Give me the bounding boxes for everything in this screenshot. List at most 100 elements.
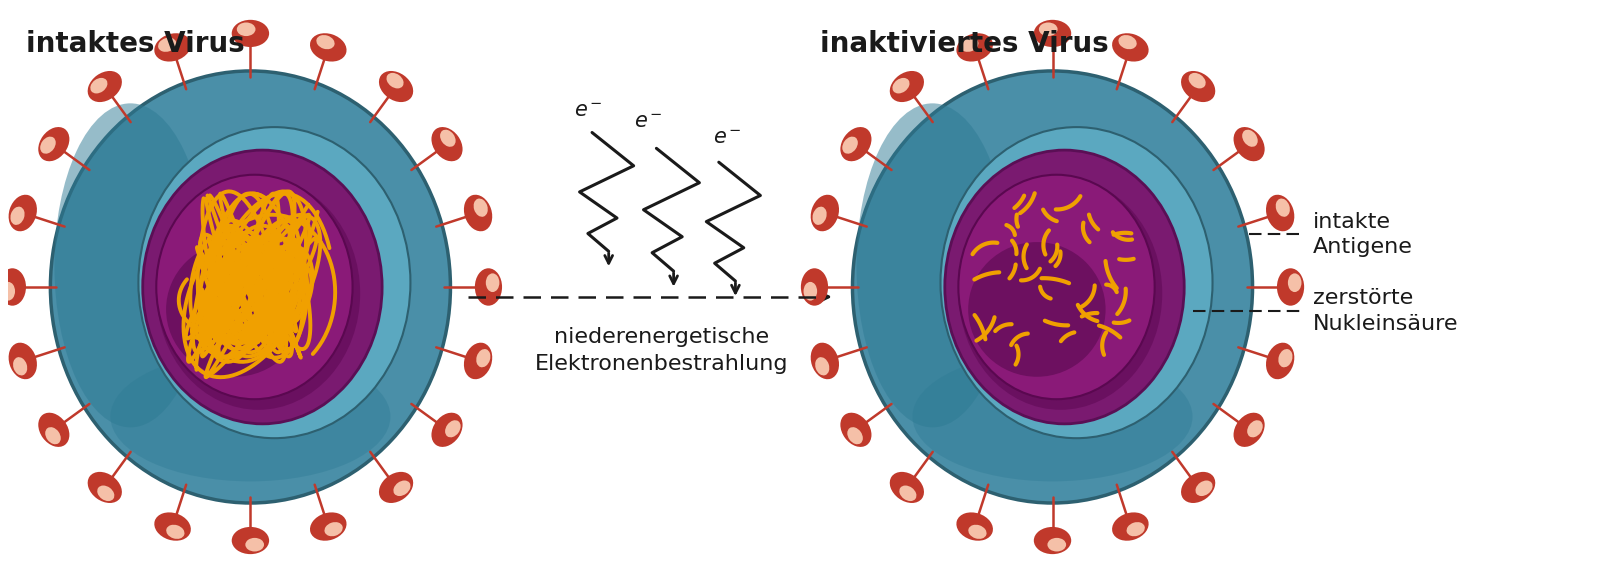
Ellipse shape [166,525,184,539]
Ellipse shape [165,192,355,317]
Ellipse shape [1048,538,1066,551]
Text: zerstörte
Nukleinsäure: zerstörte Nukleinsäure [1314,288,1459,333]
Ellipse shape [941,127,1213,438]
Ellipse shape [440,130,456,147]
Ellipse shape [1195,480,1213,496]
Ellipse shape [893,78,909,93]
Ellipse shape [98,485,114,501]
Ellipse shape [0,268,26,306]
Ellipse shape [310,513,347,541]
Ellipse shape [960,38,979,52]
Ellipse shape [379,472,413,503]
Text: inaktiviertes Virus: inaktiviertes Virus [819,30,1109,57]
Ellipse shape [157,175,352,399]
Ellipse shape [890,71,923,102]
Ellipse shape [957,513,994,541]
Ellipse shape [1112,33,1149,61]
Ellipse shape [1181,71,1216,102]
Ellipse shape [968,242,1106,377]
Ellipse shape [1034,20,1072,47]
Ellipse shape [45,427,61,444]
Ellipse shape [445,420,461,438]
Ellipse shape [842,137,858,154]
Ellipse shape [946,150,1184,424]
Ellipse shape [1246,420,1262,438]
Ellipse shape [803,282,818,300]
Ellipse shape [1277,268,1304,306]
Ellipse shape [1002,241,1059,297]
Ellipse shape [912,352,1192,481]
Ellipse shape [54,104,206,427]
Ellipse shape [394,480,411,496]
Ellipse shape [968,525,987,539]
Ellipse shape [157,177,360,410]
Ellipse shape [379,71,413,102]
Text: e$^-$: e$^-$ [574,101,603,121]
Ellipse shape [216,300,277,355]
Ellipse shape [856,104,1008,427]
Ellipse shape [853,71,1253,503]
Ellipse shape [232,527,269,554]
Text: e$^-$: e$^-$ [714,129,741,149]
Ellipse shape [1275,199,1290,217]
Ellipse shape [1034,527,1072,554]
Ellipse shape [38,127,69,161]
Ellipse shape [1181,472,1216,503]
Ellipse shape [1189,73,1206,88]
Text: e$^-$: e$^-$ [634,113,662,133]
Ellipse shape [232,20,269,47]
Ellipse shape [38,413,69,447]
Ellipse shape [840,127,872,161]
Ellipse shape [317,35,334,49]
Ellipse shape [2,282,14,300]
Ellipse shape [811,195,838,231]
Text: intaktes Virus: intaktes Virus [26,30,245,57]
Ellipse shape [90,78,107,93]
Ellipse shape [814,357,829,376]
Ellipse shape [1112,513,1149,541]
Ellipse shape [50,71,451,503]
Ellipse shape [40,137,56,154]
Ellipse shape [1126,522,1146,536]
Ellipse shape [8,343,37,379]
Ellipse shape [142,150,382,424]
Ellipse shape [813,207,827,225]
Ellipse shape [110,352,390,481]
Ellipse shape [245,538,264,551]
Ellipse shape [1019,300,1078,355]
Ellipse shape [1288,273,1301,292]
Ellipse shape [13,357,27,376]
Ellipse shape [1058,293,1117,349]
Ellipse shape [899,485,917,501]
Ellipse shape [158,38,176,52]
Ellipse shape [432,413,462,447]
Ellipse shape [958,175,1155,399]
Ellipse shape [477,349,491,368]
Ellipse shape [237,22,256,36]
Ellipse shape [1266,343,1294,379]
Ellipse shape [11,207,24,225]
Ellipse shape [154,513,190,541]
Ellipse shape [256,293,314,349]
Ellipse shape [1118,35,1136,49]
Ellipse shape [8,195,37,231]
Ellipse shape [464,343,493,379]
Ellipse shape [968,192,1158,317]
Ellipse shape [1038,22,1058,36]
Ellipse shape [475,268,502,306]
Ellipse shape [88,71,122,102]
Ellipse shape [802,268,829,306]
Ellipse shape [958,177,1162,410]
Text: niederenergetische
Elektronenbestrahlung: niederenergetische Elektronenbestrahlung [534,327,789,374]
Ellipse shape [840,413,872,447]
Ellipse shape [166,242,304,377]
Text: intakte
Antigene: intakte Antigene [1314,212,1413,257]
Ellipse shape [1278,349,1293,368]
Ellipse shape [464,195,493,231]
Ellipse shape [1234,127,1264,161]
Ellipse shape [387,73,403,88]
Ellipse shape [139,127,411,438]
Ellipse shape [310,33,347,61]
Ellipse shape [890,472,923,503]
Ellipse shape [474,199,488,217]
